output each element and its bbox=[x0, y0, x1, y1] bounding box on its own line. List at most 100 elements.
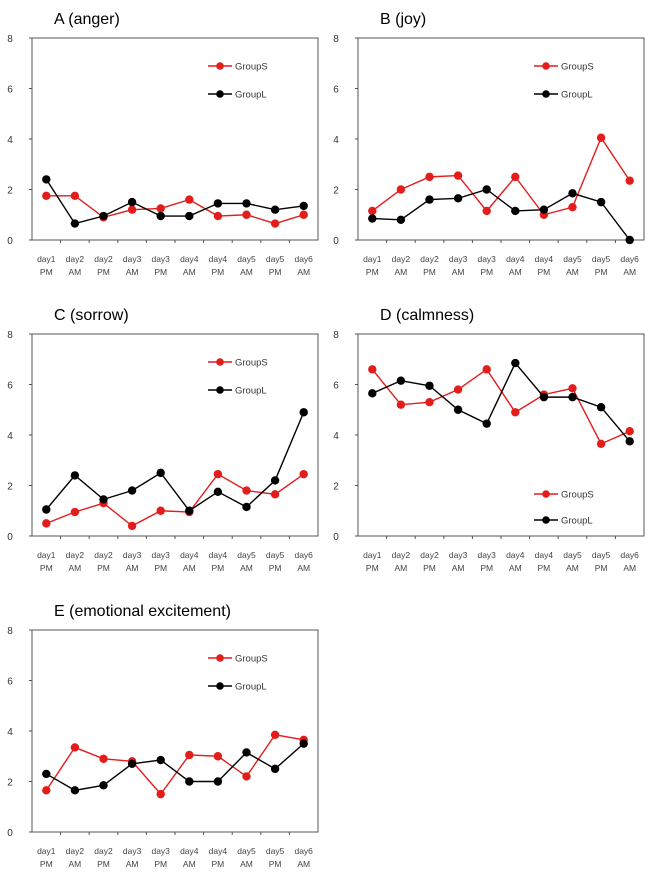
x-tick-label: day2 PM bbox=[420, 550, 439, 573]
data-point bbox=[213, 777, 223, 786]
data-point bbox=[156, 506, 165, 515]
legend-label: GroupS bbox=[235, 62, 268, 73]
data-point bbox=[539, 205, 549, 214]
x-tick-label: day3 AM bbox=[449, 254, 468, 277]
series-line bbox=[372, 188, 631, 241]
data-point bbox=[511, 206, 520, 216]
series-line bbox=[45, 412, 305, 512]
x-tick-label: day5 PM bbox=[266, 550, 285, 573]
chart-panel-joy: B (joy) 0 2 4 6 8 day1 PM day2 AM day2 PM day3 AM day3… bbox=[326, 0, 652, 296]
data-point bbox=[99, 211, 108, 221]
chart-title: E (emotional excitement) bbox=[54, 603, 231, 620]
data-point bbox=[242, 210, 251, 219]
data-point bbox=[299, 201, 308, 211]
x-tick-label: day2 PM bbox=[94, 254, 113, 277]
x-tick-label: day5 AM bbox=[563, 550, 582, 573]
y-tick-label: 8 bbox=[333, 330, 339, 341]
legend-entry: GroupL bbox=[208, 90, 267, 101]
data-point bbox=[127, 521, 137, 531]
x-tick-label: day5 AM bbox=[237, 254, 256, 277]
y-tick-label: 8 bbox=[7, 626, 13, 637]
data-point bbox=[213, 487, 223, 497]
x-tick-label: day2 AM bbox=[392, 550, 411, 573]
data-point bbox=[482, 206, 491, 216]
legend-label: GroupS bbox=[235, 358, 268, 369]
series-groupl bbox=[42, 408, 308, 515]
data-point bbox=[425, 397, 434, 407]
series-groupl bbox=[42, 739, 308, 795]
legend-label: GroupL bbox=[235, 90, 267, 101]
x-tick-label: day4 PM bbox=[535, 550, 554, 573]
data-point bbox=[299, 469, 308, 479]
series-line bbox=[372, 361, 631, 442]
x-tick-label: day1 PM bbox=[363, 254, 382, 277]
series-line bbox=[371, 136, 631, 216]
data-point bbox=[596, 133, 606, 142]
data-point bbox=[368, 214, 377, 223]
data-point bbox=[482, 185, 491, 194]
data-point bbox=[482, 365, 491, 374]
data-point bbox=[127, 759, 137, 769]
data-point bbox=[185, 506, 194, 515]
data-point bbox=[213, 469, 223, 479]
data-point bbox=[568, 189, 577, 198]
legend-label: GroupS bbox=[561, 62, 594, 73]
legend-label: GroupL bbox=[235, 682, 267, 693]
x-tick-label: day6 AM bbox=[294, 254, 313, 277]
data-point bbox=[299, 408, 308, 417]
x-tick-label: day4 AM bbox=[506, 254, 525, 277]
y-tick-label: 4 bbox=[333, 431, 339, 442]
chart-svg: B (joy) 0 2 4 6 8 day1 PM day2 AM day2 PM day3 AM day3… bbox=[333, 11, 645, 277]
data-point bbox=[511, 358, 520, 368]
legend-label: GroupL bbox=[235, 386, 267, 397]
legend-entry: GroupS bbox=[208, 62, 268, 73]
data-point bbox=[270, 205, 280, 214]
data-point bbox=[156, 204, 165, 213]
data-point bbox=[625, 235, 634, 245]
x-tick-label: day1 PM bbox=[37, 846, 56, 869]
y-tick-label: 8 bbox=[333, 34, 339, 45]
legend-swatch-marker bbox=[216, 90, 224, 98]
legend-entry: GroupL bbox=[208, 682, 267, 693]
series-groups bbox=[42, 469, 308, 531]
legend-entry: GroupS bbox=[534, 490, 594, 501]
data-point bbox=[425, 195, 434, 204]
data-point bbox=[482, 419, 491, 428]
data-point bbox=[368, 206, 377, 216]
data-point bbox=[70, 743, 80, 752]
x-tick-label: day2 AM bbox=[66, 254, 85, 277]
chart-svg: D (calmness) 0 2 4 6 8 day1 PM day2 AM day2 PM day3 A… bbox=[333, 307, 645, 573]
data-point bbox=[156, 789, 165, 799]
x-tick-label: day2 AM bbox=[66, 846, 85, 869]
data-point bbox=[242, 486, 251, 495]
data-point bbox=[596, 197, 606, 207]
data-point bbox=[270, 490, 280, 499]
x-tick-label: day4 PM bbox=[209, 550, 228, 573]
x-tick-label: day2 AM bbox=[66, 550, 85, 573]
legend-swatch-marker bbox=[542, 516, 550, 524]
data-point bbox=[539, 392, 549, 402]
legend-label: GroupL bbox=[561, 90, 593, 101]
chart-panel-calmness: D (calmness) 0 2 4 6 8 day1 PM day2 AM day2 PM day3 A… bbox=[326, 296, 652, 592]
legend-label: GroupL bbox=[561, 516, 593, 527]
data-point bbox=[511, 172, 520, 182]
chart-title: A (anger) bbox=[54, 11, 120, 28]
data-point bbox=[242, 502, 251, 512]
data-point bbox=[213, 752, 223, 761]
legend-label: GroupS bbox=[235, 654, 268, 665]
data-point bbox=[42, 519, 51, 528]
legend-entry: GroupS bbox=[534, 62, 594, 73]
x-tick-label: day4 PM bbox=[209, 254, 228, 277]
x-tick-label: day2 PM bbox=[94, 550, 113, 573]
x-tick-label: day4 AM bbox=[180, 846, 199, 869]
y-tick-label: 6 bbox=[333, 85, 339, 96]
chart-panel-sorrow: C (sorrow) 0 2 4 6 8 day1 PM day2 AM day2 PM day3 AM d… bbox=[0, 296, 326, 592]
data-point bbox=[453, 171, 463, 180]
data-point bbox=[453, 385, 463, 394]
y-tick-label: 0 bbox=[7, 532, 13, 543]
legend-swatch-marker bbox=[542, 490, 550, 498]
x-tick-label: day4 AM bbox=[506, 550, 525, 573]
y-tick-label: 6 bbox=[333, 381, 339, 392]
data-point bbox=[568, 384, 577, 393]
x-tick-label: day5 AM bbox=[237, 846, 256, 869]
